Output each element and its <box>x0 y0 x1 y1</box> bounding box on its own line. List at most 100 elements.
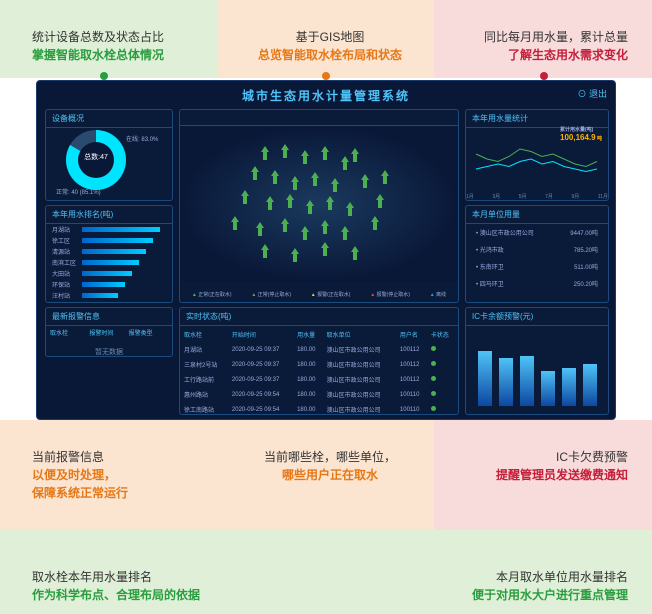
hydrant-marker[interactable] <box>260 146 270 160</box>
bar-row: 南滨工区 <box>46 257 172 268</box>
hydrant-marker[interactable] <box>360 174 370 188</box>
hydrant-marker[interactable] <box>370 216 380 230</box>
rank-item: • 东南环卫511.00吨 <box>476 258 598 275</box>
connector-dot <box>322 72 330 80</box>
column-bar <box>520 356 534 406</box>
hydrant-marker[interactable] <box>375 194 385 208</box>
device-overview-panel: 设备概况 总数:47 在线: 83.0% 正常: 40 (85.1%) <box>45 109 173 201</box>
panel-title: 本月单位用量 <box>466 206 608 224</box>
hydrant-marker[interactable] <box>305 200 315 214</box>
table-row[interactable]: 徐工南路站2020-09-25 09:54180.00澳山区市政公用公司1001… <box>182 403 456 416</box>
hydrant-marker[interactable] <box>270 170 280 184</box>
map-area[interactable] <box>180 126 458 282</box>
hydrant-marker[interactable] <box>340 156 350 170</box>
panel-title <box>180 110 458 126</box>
callout-device-stats: 统计设备总数及状态占比掌握智能取水栓总体情况 <box>20 20 220 72</box>
panel-title: 设备概况 <box>46 110 172 128</box>
hydrant-marker[interactable] <box>330 178 340 192</box>
callout-ic-warning: IC卡欠费预警提醒管理员发送缴费通知 <box>440 440 640 492</box>
rank-item: • 光鸿市政785.20吨 <box>476 241 598 258</box>
rank-item: • 四马环卫250.20吨 <box>476 275 598 292</box>
panel-title: 实时状态(吨) <box>180 308 458 326</box>
hydrant-marker[interactable] <box>265 196 275 210</box>
callout-gis-map: 基于GIS地图总览智能取水栓布局和状态 <box>230 20 430 72</box>
bar-row: 大田站 <box>46 268 172 279</box>
table-row[interactable]: 三泉村2号站2020-09-25 09:37180.00澳山区市政公用公司100… <box>182 358 456 371</box>
hydrant-marker[interactable] <box>290 176 300 190</box>
bar-row: 徐工区 <box>46 235 172 246</box>
line-axis: 1月3月5月7月9月11月 <box>466 193 608 200</box>
table-row[interactable]: 工行路站前2020-09-25 09:37180.00澳山区市政公用公司1001… <box>182 373 456 386</box>
column-bar <box>499 358 513 406</box>
panel-title: 最新报警信息 <box>46 308 172 326</box>
hydrant-marker[interactable] <box>320 242 330 256</box>
alarm-panel: 最新报警信息 取水栓报警时间报警类型 暂无数据 <box>45 307 173 357</box>
hydrant-marker[interactable] <box>290 248 300 262</box>
hydrant-marker[interactable] <box>280 218 290 232</box>
bar-row: 清源站 <box>46 246 172 257</box>
column-bar <box>583 364 597 406</box>
hydrant-marker[interactable] <box>345 202 355 216</box>
callout-realtime: 当前哪些栓，哪些单位，哪些用户正在取水 <box>230 440 430 492</box>
gis-map-panel[interactable]: 正常(正在取水) 正常(停止取水) 报警(正在取水) 报警(停止取水) 离线 <box>179 109 459 303</box>
panel-title: 本年用水排名(吨) <box>46 206 172 224</box>
column-bar <box>562 368 576 406</box>
line-chart-panel: 本年用水量统计 累计用水量(吨) 100,164.9 吨 1月3月5月7月9月1… <box>465 109 609 201</box>
legend-item: 报警(停止取水) <box>370 291 410 298</box>
hydrant-marker[interactable] <box>300 150 310 164</box>
column-chart <box>474 326 600 406</box>
bars-body: 月湖站徐工区清源站南滨工区大田站环保站汪村站 <box>46 224 172 301</box>
hydrant-marker[interactable] <box>320 146 330 160</box>
hydrant-marker[interactable] <box>320 220 330 234</box>
alarm-empty: 暂无数据 <box>46 339 172 365</box>
year-rank-panel: 本年用水排名(吨) 月湖站徐工区清源站南滨工区大田站环保站汪村站 <box>45 205 173 303</box>
callout-alarm: 当前报警信息以便及时处理， 保障系统正常运行 <box>20 440 220 510</box>
dashboard-title: 城市生态用水计量管理系统 <box>37 81 615 110</box>
callout-month-rank: 本月取水单位用水量排名便于对用水大户进行重点管理 <box>360 560 640 612</box>
bar-row: 环保站 <box>46 279 172 290</box>
hydrant-marker[interactable] <box>325 196 335 210</box>
ic-warning-panel: IC卡余额预警(元) <box>465 307 609 415</box>
hydrant-marker[interactable] <box>350 246 360 260</box>
column-bar <box>478 351 492 406</box>
hydrant-marker[interactable] <box>310 172 320 186</box>
realtime-table: 取水栓开始时间用水量取水单位用户名卡状态月湖站2020-09-25 09:371… <box>180 326 458 418</box>
table-row[interactable]: 月湖站2020-09-25 09:37180.00澳山区市政公用公司100112 <box>182 343 456 356</box>
alarm-header: 取水栓报警时间报警类型 <box>46 326 172 339</box>
hydrant-marker[interactable] <box>350 148 360 162</box>
donut-legend: 正常: 40 (85.1%) <box>56 187 101 196</box>
callout-water-trend: 同比每月用水量，累计总量了解生态用水需求变化 <box>440 20 640 72</box>
hydrant-marker[interactable] <box>285 194 295 208</box>
month-rank-panel: 本月单位用量 • 澳山区市政公用公司9447.00吨• 光鸿市政785.20吨•… <box>465 205 609 303</box>
column-bar <box>541 371 555 406</box>
realtime-table-panel: 实时状态(吨) 取水栓开始时间用水量取水单位用户名卡状态月湖站2020-09-2… <box>179 307 459 415</box>
panel-title: IC卡余额预警(元) <box>466 308 608 326</box>
logout-button[interactable]: ⊙ 退出 <box>577 87 607 100</box>
hydrant-marker[interactable] <box>240 190 250 204</box>
hydrant-marker[interactable] <box>300 226 310 240</box>
connector-dot <box>540 72 548 80</box>
legend-item: 正常(正在取水) <box>192 291 232 298</box>
legend-item: 报警(正在取水) <box>311 291 351 298</box>
hydrant-marker[interactable] <box>380 170 390 184</box>
donut-online-pct: 在线: 83.0% <box>126 134 158 143</box>
legend-item: 离线 <box>430 291 446 298</box>
bar-row: 汪村站 <box>46 290 172 301</box>
table-row[interactable]: 惠州路站2020-09-25 09:54180.00澳山区市政公用公司10011… <box>182 388 456 401</box>
hydrant-marker[interactable] <box>280 144 290 158</box>
connector-dot <box>100 72 108 80</box>
hydrant-marker[interactable] <box>255 222 265 236</box>
rank-body: • 澳山区市政公用公司9447.00吨• 光鸿市政785.20吨• 东南环卫51… <box>476 224 598 292</box>
map-legend: 正常(正在取水) 正常(停止取水) 报警(正在取水) 报警(停止取水) 离线 <box>180 289 458 300</box>
rank-item: • 澳山区市政公用公司9447.00吨 <box>476 224 598 241</box>
callout-year-rank: 取水栓本年用水量排名作为科学布点、合理布局的依据 <box>20 560 220 612</box>
legend-item: 正常(停止取水) <box>251 291 291 298</box>
hydrant-marker[interactable] <box>250 166 260 180</box>
bar-row: 月湖站 <box>46 224 172 235</box>
dashboard: 城市生态用水计量管理系统 ⊙ 退出 设备概况 总数:47 在线: 83.0% 正… <box>36 80 616 420</box>
hydrant-marker[interactable] <box>340 226 350 240</box>
donut-center-label: 总数:47 <box>66 152 126 162</box>
hydrant-marker[interactable] <box>260 244 270 258</box>
line-chart <box>472 140 602 184</box>
hydrant-marker[interactable] <box>230 216 240 230</box>
